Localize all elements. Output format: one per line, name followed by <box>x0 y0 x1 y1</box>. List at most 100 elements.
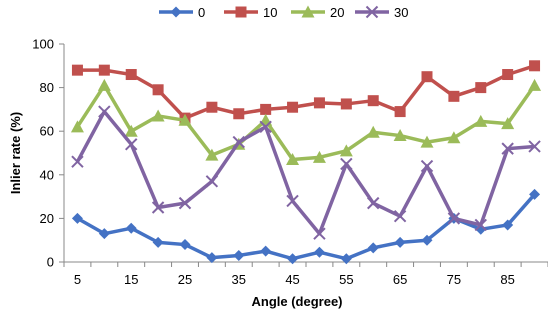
series-line <box>75 83 536 162</box>
data-point <box>179 239 191 251</box>
y-tick-label: 60 <box>40 124 54 139</box>
data-point <box>125 222 137 234</box>
legend-item-20: 20 <box>291 5 344 20</box>
data-point <box>260 103 272 115</box>
data-point <box>152 236 164 248</box>
data-point <box>393 210 407 223</box>
y-tick-label: 80 <box>40 80 54 95</box>
data-point <box>313 227 326 240</box>
y-tick-label: 0 <box>47 255 54 270</box>
data-point <box>71 64 83 76</box>
series-0 <box>71 188 541 265</box>
data-point <box>340 98 352 110</box>
series-30 <box>71 105 541 240</box>
data-point <box>502 69 514 81</box>
data-point <box>367 242 379 254</box>
data-point <box>420 159 434 173</box>
data-point <box>124 124 138 137</box>
data-point <box>98 228 110 240</box>
data-point <box>286 194 299 208</box>
data-point <box>528 140 541 153</box>
data-point <box>339 144 353 157</box>
data-point <box>313 246 325 258</box>
data-point <box>313 97 325 109</box>
data-point <box>448 90 460 102</box>
y-tick-label: 40 <box>40 167 54 182</box>
data-point <box>70 120 84 133</box>
series-layer <box>70 60 542 265</box>
data-point <box>367 95 379 107</box>
data-point <box>529 60 541 72</box>
data-point <box>528 78 542 91</box>
y-ticks: 0 20 40 60 80 100 <box>32 37 64 270</box>
data-point <box>474 114 488 127</box>
data-point <box>233 249 245 261</box>
data-point <box>125 138 138 151</box>
data-point <box>447 212 461 225</box>
data-point <box>170 6 182 18</box>
data-point <box>233 108 245 120</box>
data-point <box>501 142 514 155</box>
x-tick-label: 35 <box>232 272 246 287</box>
data-point <box>421 234 433 246</box>
data-point <box>501 117 515 130</box>
legend-label: 20 <box>330 5 344 20</box>
series-10 <box>71 60 541 124</box>
x-tick-label: 65 <box>393 272 407 287</box>
data-point <box>502 219 514 231</box>
data-point <box>366 125 380 138</box>
data-point <box>71 155 84 168</box>
series-line <box>76 193 536 261</box>
x-ticks: 5 15 25 35 45 55 65 75 85 <box>63 262 548 287</box>
data-point <box>205 175 219 188</box>
data-point <box>301 5 315 18</box>
data-point <box>367 196 380 210</box>
series-20 <box>70 78 542 166</box>
x-tick-label: 25 <box>178 272 192 287</box>
data-point <box>178 196 192 210</box>
data-point <box>340 157 353 171</box>
x-tick-label: 5 <box>74 272 81 287</box>
data-point <box>393 129 407 142</box>
series-line <box>75 109 535 236</box>
legend-item-30: 30 <box>355 5 408 20</box>
legend-label: 10 <box>263 5 277 20</box>
legend-item-10: 10 <box>224 5 277 20</box>
data-point <box>312 150 326 163</box>
data-point <box>259 113 273 126</box>
data-point <box>474 218 487 232</box>
data-point <box>421 71 433 83</box>
data-point <box>206 252 218 264</box>
data-point <box>97 78 111 91</box>
data-point <box>259 120 272 134</box>
x-tick-label: 55 <box>339 272 353 287</box>
data-point <box>178 113 192 126</box>
legend: 0 10 20 30 <box>159 5 408 20</box>
x-tick-label: 75 <box>447 272 461 287</box>
y-tick-label: 100 <box>32 37 54 52</box>
data-point <box>340 253 352 265</box>
data-point <box>232 135 245 149</box>
data-point <box>98 105 111 118</box>
data-point <box>286 153 300 166</box>
y-axis-title: Inlier rate (%) <box>8 112 23 194</box>
axes: 0 20 40 60 80 100 5 15 25 35 45 55 65 75 85 <box>32 37 548 287</box>
data-point <box>98 64 110 76</box>
data-point <box>447 131 461 144</box>
data-point <box>287 101 299 113</box>
data-point <box>71 212 83 224</box>
data-point <box>287 253 299 265</box>
data-point <box>206 101 218 113</box>
data-point <box>235 6 247 18</box>
data-point <box>205 148 219 161</box>
data-point <box>260 245 272 257</box>
legend-item-0: 0 <box>159 5 205 20</box>
data-point <box>394 236 406 248</box>
data-point <box>420 135 434 148</box>
data-point <box>151 201 165 214</box>
x-tick-label: 45 <box>285 272 299 287</box>
data-point <box>152 84 164 96</box>
y-tick-label: 20 <box>40 211 54 226</box>
data-point <box>394 106 406 118</box>
